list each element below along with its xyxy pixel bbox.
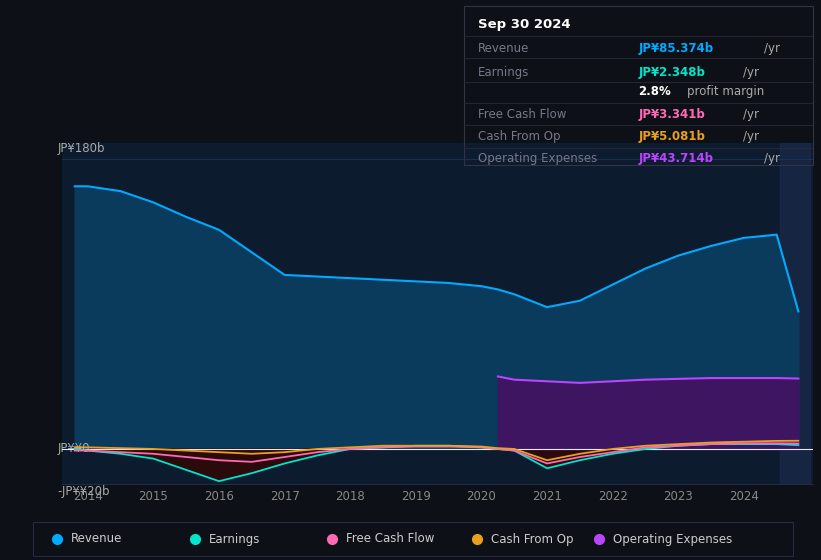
Text: Operating Expenses: Operating Expenses [478,152,597,165]
Text: JP¥180b: JP¥180b [57,142,105,156]
Text: JP¥5.081b: JP¥5.081b [639,130,705,143]
Text: JP¥¥0: JP¥¥0 [57,442,90,455]
Text: Free Cash Flow: Free Cash Flow [478,108,566,120]
Text: Cash From Op: Cash From Op [478,130,560,143]
Bar [780,143,810,484]
Text: profit margin: profit margin [687,85,764,99]
Text: /yr: /yr [743,130,759,143]
Text: Cash From Op: Cash From Op [491,533,573,545]
Text: Earnings: Earnings [478,66,530,79]
Text: 2.8%: 2.8% [639,85,671,99]
Text: Sep 30 2024: Sep 30 2024 [478,18,571,31]
Text: JP¥43.714b: JP¥43.714b [639,152,713,165]
Text: JP¥3.341b: JP¥3.341b [639,108,705,120]
Text: -JP¥¥20b: -JP¥¥20b [57,484,110,498]
Text: Operating Expenses: Operating Expenses [613,533,732,545]
Text: Revenue: Revenue [478,42,530,55]
Text: /yr: /yr [764,152,780,165]
Text: /yr: /yr [764,42,780,55]
Text: /yr: /yr [743,66,759,79]
Text: /yr: /yr [743,108,759,120]
Text: Earnings: Earnings [209,533,259,545]
Text: Revenue: Revenue [71,533,122,545]
Text: JP¥2.348b: JP¥2.348b [639,66,705,79]
Text: Free Cash Flow: Free Cash Flow [346,533,434,545]
Text: JP¥85.374b: JP¥85.374b [639,42,713,55]
